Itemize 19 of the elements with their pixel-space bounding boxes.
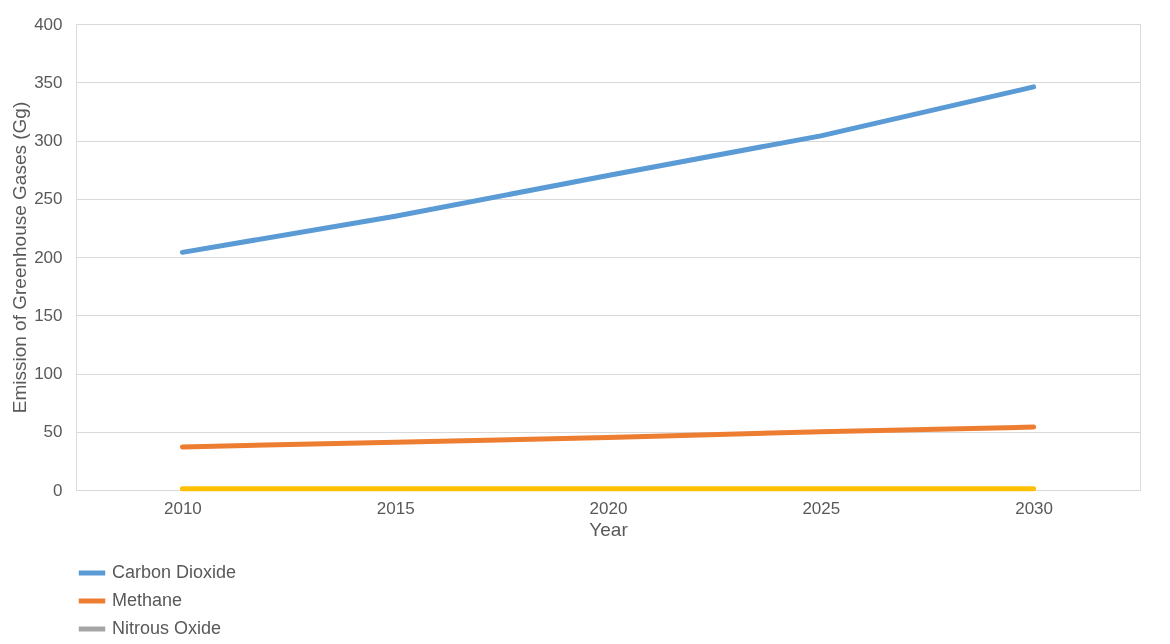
y-tick-label: 0: [53, 480, 63, 500]
x-axis-title: Year: [589, 518, 629, 540]
legend-label: Carbon Dioxide: [112, 562, 237, 582]
x-tick-label: 2030: [1015, 498, 1054, 518]
y-tick-label: 300: [34, 131, 63, 150]
x-tick-label: 2020: [589, 498, 628, 518]
y-tick-label: 50: [43, 422, 63, 442]
legend-label: Nitrous Oxide: [112, 618, 222, 638]
y-tick-label: 400: [34, 14, 63, 34]
y-tick-label: 200: [34, 247, 63, 267]
y-axis-title: Emission of Greenhouse Gases (Gg): [9, 101, 31, 414]
y-tick-label: 250: [34, 189, 63, 209]
x-tick-label: 2010: [163, 498, 202, 518]
y-tick-label: 100: [34, 364, 63, 383]
x-tick-label: 2025: [802, 498, 841, 518]
x-tick-label: 2015: [376, 498, 415, 518]
legend-label: Methane: [112, 590, 183, 610]
y-tick-label: 350: [34, 72, 63, 92]
y-tick-label: 150: [34, 305, 63, 325]
